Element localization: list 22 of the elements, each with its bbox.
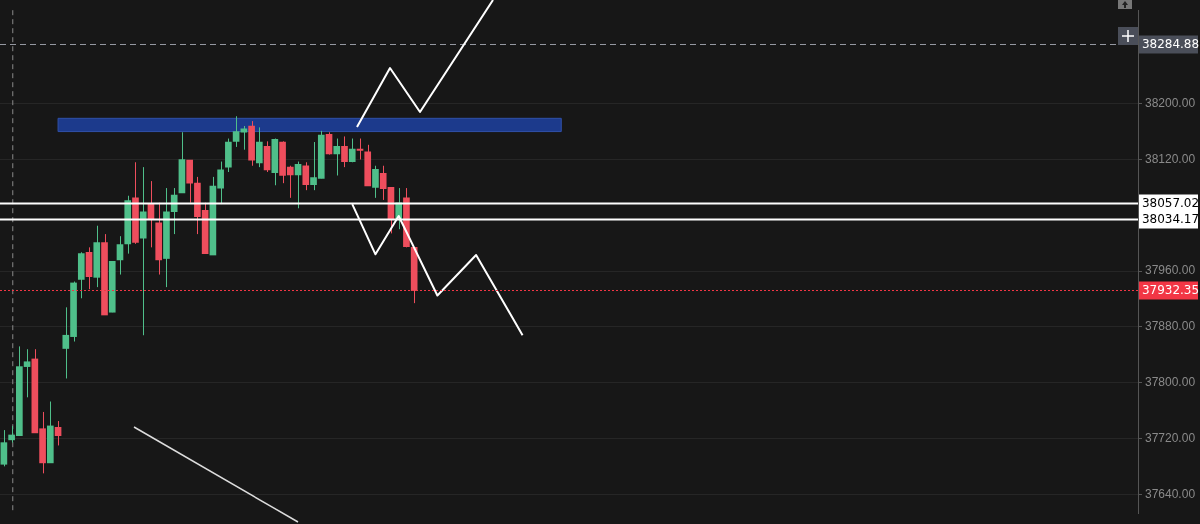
y-tick-label: 37800.00 (1145, 374, 1196, 389)
y-tick-label: 38200.00 (1145, 95, 1196, 110)
candlestick (256, 126, 263, 168)
y-tick-label: 38120.00 (1145, 151, 1196, 166)
y-tick-label: 37880.00 (1145, 319, 1196, 334)
candlestick (341, 135, 348, 168)
ref-line-label: 37932.35 (1141, 282, 1200, 297)
candlestick (116, 235, 124, 276)
y-tick-label: 37640.00 (1145, 486, 1196, 501)
candlestick (372, 165, 379, 199)
ref-line-label: 38034.17 (1141, 211, 1200, 226)
candlestick (240, 125, 248, 151)
y-tick-label: 37720.00 (1145, 430, 1196, 445)
candlestick (325, 131, 333, 156)
y-tick-label: 37960.00 (1145, 263, 1196, 278)
candlestick (333, 138, 341, 177)
ref-line-label: 38057.02 (1141, 195, 1200, 210)
candlestick (302, 161, 310, 191)
candlestick (0, 429, 8, 467)
ref-line-label: 38284.88 (1141, 36, 1200, 51)
candlestick (54, 420, 62, 446)
candlestick (232, 115, 240, 148)
